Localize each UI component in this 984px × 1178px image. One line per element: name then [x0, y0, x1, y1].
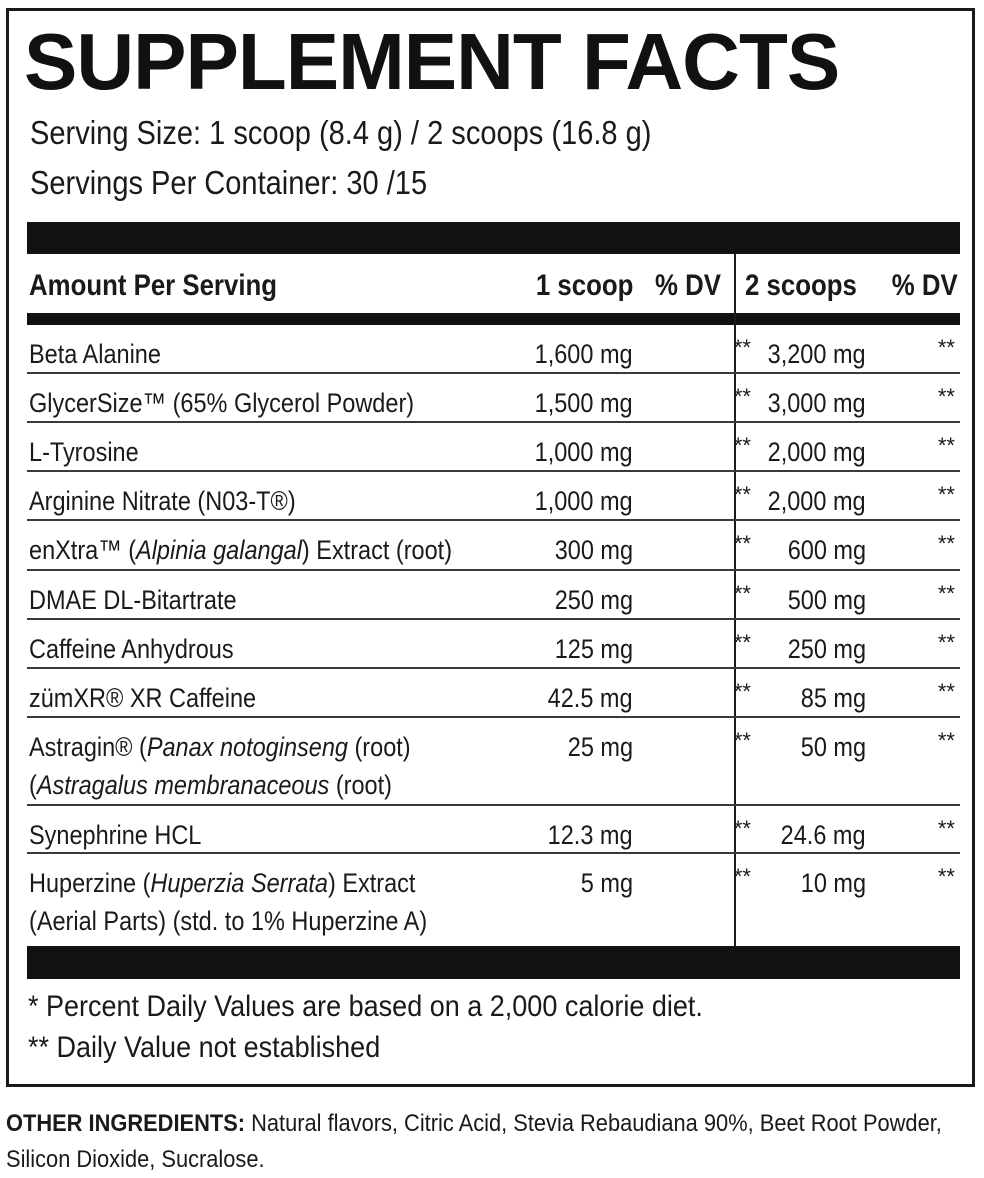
dv-2-scoops: **	[937, 384, 955, 409]
amount-2-scoops: 2,000 mg	[768, 437, 866, 467]
supplement-facts-panel	[6, 8, 975, 1087]
header-amount: Amount Per Serving	[29, 269, 278, 302]
table-row: DMAE DL-Bitartrate 250 mg ** 500 mg **	[27, 571, 960, 620]
amount-2-scoops: 3,000 mg	[768, 388, 866, 418]
dv-1-scoop: **	[733, 335, 751, 360]
amount-2-scoops: 50 mg	[800, 732, 866, 762]
ingredient-name: Astragin® (Panax notoginseng (root) (Astr…	[29, 732, 411, 800]
amount-1-scoop: 12.3 mg	[548, 820, 633, 850]
dv-2-scoops: **	[937, 864, 955, 889]
header-col1: 1 scoop	[535, 269, 633, 302]
amount-2-scoops: 3,200 mg	[768, 339, 866, 369]
thick-divider-bottom	[27, 946, 960, 979]
dv-2-scoops: **	[937, 679, 955, 704]
table-row: Synephrine HCL 12.3 mg ** 24.6 mg **	[27, 806, 960, 854]
header-col2: 2 scoops	[745, 269, 857, 302]
header-dv1: % DV	[655, 269, 721, 302]
table-row: Beta Alanine 1,600 mg ** 3,200 mg **	[27, 325, 960, 374]
dv-2-scoops: **	[937, 482, 955, 507]
amount-1-scoop: 42.5 mg	[548, 683, 633, 713]
ingredient-name: Beta Alanine	[29, 339, 161, 369]
ingredient-name: Caffeine Anhydrous	[29, 634, 234, 664]
dv-2-scoops: **	[937, 816, 955, 841]
ingredient-name: Synephrine HCL	[29, 820, 202, 850]
table-row: Caffeine Anhydrous 125 mg ** 250 mg **	[27, 620, 960, 669]
table-row: Astragin® (Panax notoginseng (root) (Astr…	[27, 718, 960, 806]
column-header-row: Amount Per Serving 1 scoop % DV 2 scoops…	[27, 255, 960, 313]
amount-2-scoops: 500 mg	[787, 585, 866, 615]
ingredient-name: Huperzine (Huperzia Serrata) Extract (Aer…	[29, 868, 428, 936]
dv-1-scoop: **	[733, 728, 751, 753]
footnote-not-established: ** Daily Value not established	[28, 1031, 381, 1064]
dv-1-scoop: **	[733, 816, 751, 841]
dv-1-scoop: **	[733, 482, 751, 507]
amount-1-scoop: 25 mg	[567, 732, 633, 762]
other-ingredients: OTHER INGREDIENTS: Natural flavors, Citr…	[6, 1106, 971, 1178]
dv-2-scoops: **	[937, 630, 955, 655]
amount-2-scoops: 85 mg	[800, 683, 866, 713]
ingredient-name: zümXR® XR Caffeine	[29, 683, 257, 713]
other-ingredients-label: OTHER INGREDIENTS:	[6, 1110, 246, 1137]
amount-2-scoops: 2,000 mg	[768, 486, 866, 516]
dv-1-scoop: **	[733, 384, 751, 409]
amount-1-scoop: 5 mg	[580, 868, 633, 898]
amount-1-scoop: 1,000 mg	[535, 437, 633, 467]
table-row: L-Tyrosine 1,000 mg ** 2,000 mg **	[27, 423, 960, 472]
dv-1-scoop: **	[733, 679, 751, 704]
dv-2-scoops: **	[937, 335, 955, 360]
table-row: Arginine Nitrate (N03-T®) 1,000 mg ** 2,…	[27, 472, 960, 521]
amount-2-scoops: 24.6 mg	[781, 820, 866, 850]
footnote-percent-dv: * Percent Daily Values are based on a 2,…	[28, 990, 703, 1023]
dv-1-scoop: **	[733, 630, 751, 655]
amount-1-scoop: 1,000 mg	[535, 486, 633, 516]
ingredient-name: Arginine Nitrate (N03-T®)	[29, 486, 296, 516]
amount-2-scoops: 10 mg	[800, 868, 866, 898]
dv-2-scoops: **	[937, 581, 955, 606]
ingredient-name: GlycerSize™ (65% Glycerol Powder)	[29, 388, 415, 418]
amount-1-scoop: 1,500 mg	[535, 388, 633, 418]
dv-2-scoops: **	[937, 728, 955, 753]
table-row: enXtra™ (Alpinia galangal) Extract (root…	[27, 521, 960, 571]
ingredient-name: enXtra™ (Alpinia galangal) Extract (root…	[29, 535, 453, 565]
amount-1-scoop: 250 mg	[554, 585, 633, 615]
column-divider	[734, 254, 736, 946]
dv-2-scoops: **	[937, 531, 955, 556]
thick-divider-top	[27, 222, 960, 254]
amount-1-scoop: 125 mg	[554, 634, 633, 664]
dv-1-scoop: **	[733, 581, 751, 606]
dv-2-scoops: **	[937, 433, 955, 458]
header-dv2: % DV	[892, 269, 958, 302]
panel-title: SUPPLEMENT FACTS	[24, 17, 840, 106]
table-row: GlycerSize™ (65% Glycerol Powder) 1,500 …	[27, 374, 960, 423]
serving-size: Serving Size: 1 scoop (8.4 g) / 2 scoops…	[30, 114, 652, 151]
medium-divider	[27, 313, 960, 325]
table-row: Huperzine (Huperzia Serrata) Extract (Aer…	[27, 854, 960, 946]
amount-2-scoops: 600 mg	[787, 535, 866, 565]
ingredient-name: L-Tyrosine	[29, 437, 139, 467]
amount-2-scoops: 250 mg	[787, 634, 866, 664]
table-row: zümXR® XR Caffeine 42.5 mg ** 85 mg **	[27, 669, 960, 718]
amount-1-scoop: 300 mg	[554, 535, 633, 565]
servings-per-container: Servings Per Container: 30 /15	[30, 164, 428, 201]
dv-1-scoop: **	[733, 864, 751, 889]
ingredient-name: DMAE DL-Bitartrate	[29, 585, 237, 615]
dv-1-scoop: **	[733, 531, 751, 556]
dv-1-scoop: **	[733, 433, 751, 458]
amount-1-scoop: 1,600 mg	[535, 339, 633, 369]
other-ingredients-text: Natural flavors, Citric Acid, Stevia Reb…	[6, 1110, 942, 1173]
